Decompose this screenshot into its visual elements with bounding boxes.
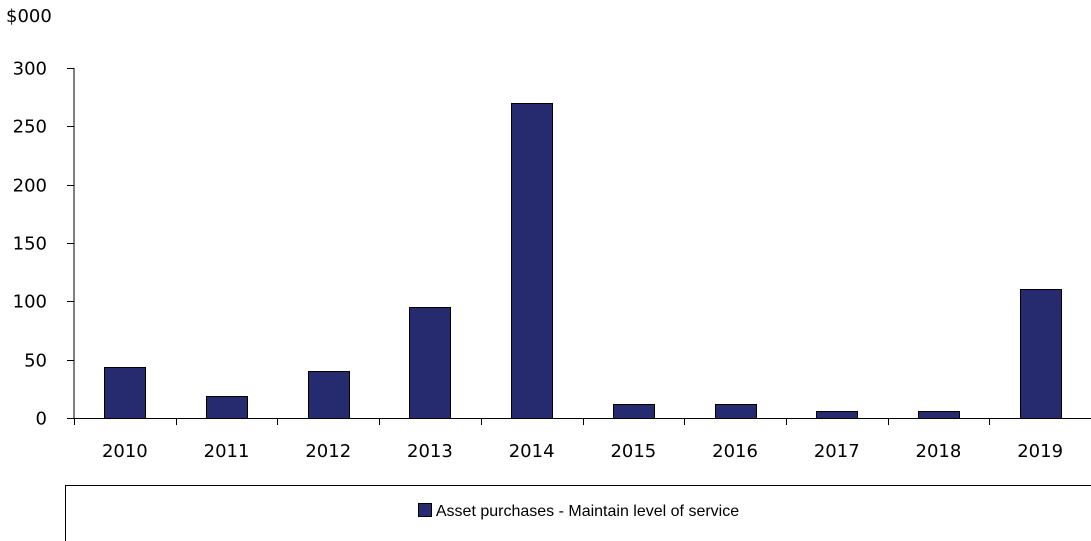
x-tick-label: 2014	[509, 441, 555, 462]
x-tick-label: 2012	[305, 441, 351, 462]
legend-swatch	[417, 503, 432, 517]
y-axis: 0 50 100 150 200 250 300	[13, 59, 75, 430]
bar-2018	[918, 411, 960, 419]
x-tick-label: 2011	[204, 441, 250, 462]
bar-2014	[511, 103, 553, 419]
x-tick-label: 2015	[610, 441, 656, 462]
y-tick-label: 50	[24, 351, 47, 372]
y-tick-label: 200	[13, 176, 47, 197]
y-tick-label: 300	[13, 59, 47, 80]
bar-2010	[104, 367, 146, 419]
x-axis: 2010 2011 2012 2013 2014 2015 2016 2017 2018 2019	[74, 418, 1091, 462]
x-tick-label: 2010	[102, 441, 148, 462]
legend-item: Asset purchases - Maintain level of serv…	[66, 503, 1091, 521]
y-axis-unit-label: $000	[6, 6, 52, 27]
bar-2012	[308, 371, 350, 419]
legend-label: Asset purchases - Maintain level of serv…	[435, 503, 740, 520]
x-tick-label: 2018	[916, 441, 962, 462]
bar-2011	[206, 396, 248, 419]
bar-2013	[409, 307, 451, 419]
bar-series	[104, 103, 1062, 419]
y-tick-label: 100	[13, 292, 47, 313]
bar-2016	[715, 404, 757, 419]
x-tick-label: 2019	[1017, 441, 1063, 462]
x-tick-label: 2017	[814, 441, 860, 462]
bar-chart: $000 0 50 100 150 200 250 300 2010 2011 2012 2013…	[6, 6, 1091, 462]
y-tick-label: 0	[36, 409, 47, 430]
legend: Asset purchases - Maintain level of serv…	[65, 485, 1091, 541]
bar-2015	[613, 404, 655, 419]
x-tick-label: 2016	[712, 441, 758, 462]
y-tick-label: 150	[13, 234, 47, 255]
x-tick-label: 2013	[407, 441, 453, 462]
y-tick-label: 250	[13, 117, 47, 138]
bar-2019	[1020, 289, 1062, 419]
bar-2017	[816, 411, 858, 419]
